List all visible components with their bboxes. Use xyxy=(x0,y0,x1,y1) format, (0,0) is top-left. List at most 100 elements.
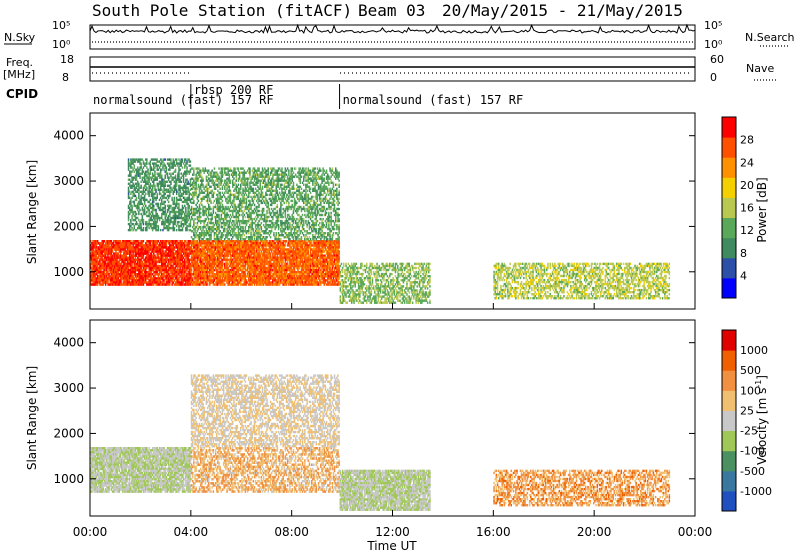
data-cell xyxy=(291,252,293,255)
data-cell xyxy=(184,196,186,200)
data-cell xyxy=(307,256,309,259)
data-cell xyxy=(208,240,210,243)
data-cell xyxy=(148,176,150,179)
data-cell xyxy=(115,244,117,247)
data-cell xyxy=(157,202,160,206)
data-cell xyxy=(308,244,311,247)
data-cell xyxy=(213,248,216,251)
data-cell xyxy=(179,186,181,189)
data-cell xyxy=(251,281,253,284)
data-cell xyxy=(118,279,121,282)
data-cell xyxy=(163,182,165,185)
data-cell xyxy=(192,258,194,262)
data-cell xyxy=(94,250,97,253)
data-cell xyxy=(131,196,133,200)
data-cell xyxy=(159,184,162,187)
data-cell xyxy=(300,271,303,274)
data-cell xyxy=(158,283,161,286)
data-cell xyxy=(249,281,251,284)
data-cell xyxy=(306,273,308,276)
data-cell xyxy=(157,184,160,187)
data-cell xyxy=(200,250,202,253)
data-cell xyxy=(147,172,149,175)
data-cell xyxy=(161,216,163,220)
data-cell xyxy=(185,240,187,243)
data-cell xyxy=(187,210,189,214)
data-cell xyxy=(155,264,157,268)
data-cell xyxy=(110,242,113,245)
data-cell xyxy=(134,240,137,243)
data-cell xyxy=(186,202,188,206)
data-cell xyxy=(264,266,266,270)
data-cell xyxy=(292,271,295,274)
data-cell xyxy=(164,170,166,173)
data-cell xyxy=(156,158,158,161)
data-cell xyxy=(132,222,134,226)
data-cell xyxy=(311,260,313,264)
data-cell xyxy=(294,281,297,284)
data-cell xyxy=(244,258,247,262)
data-cell xyxy=(174,180,177,183)
data-cell xyxy=(164,266,166,270)
data-cell xyxy=(274,260,276,264)
data-cell xyxy=(290,260,292,264)
data-cell xyxy=(147,176,149,179)
data-cell xyxy=(167,252,170,255)
data-cell xyxy=(123,279,125,282)
data-cell xyxy=(198,246,201,249)
data-cell xyxy=(135,246,138,249)
data-cell xyxy=(262,281,265,284)
data-cell xyxy=(234,248,236,251)
data-cell xyxy=(142,240,145,243)
data-cell xyxy=(156,260,158,264)
data-cell xyxy=(90,254,92,257)
data-cell xyxy=(228,264,231,268)
data-cell xyxy=(227,242,229,245)
data-cell xyxy=(293,271,296,274)
data-cell xyxy=(204,271,207,274)
data-cell xyxy=(236,256,239,259)
data-cell xyxy=(184,268,186,272)
data-cell xyxy=(133,194,135,198)
data-cell xyxy=(236,252,239,255)
data-cell xyxy=(304,283,306,286)
data-cell xyxy=(146,264,148,268)
data-cell xyxy=(140,273,142,276)
data-cell xyxy=(182,178,185,181)
data-cell xyxy=(216,250,218,253)
data-cell xyxy=(173,214,176,218)
data-cell xyxy=(129,222,131,226)
data-cell xyxy=(170,271,172,274)
data-cell xyxy=(172,200,174,204)
data-cell xyxy=(140,252,142,255)
data-cell xyxy=(182,262,185,266)
data-cell xyxy=(189,200,192,204)
data-cell xyxy=(301,240,304,243)
data-cell xyxy=(149,268,152,272)
data-cell xyxy=(182,275,185,278)
data-cell xyxy=(116,256,118,259)
data-cell xyxy=(306,277,308,280)
data-cell xyxy=(256,264,258,268)
data-cell xyxy=(134,250,137,253)
data-cell xyxy=(243,279,245,282)
data-cell xyxy=(244,266,247,270)
data-cell xyxy=(96,271,99,274)
data-cell xyxy=(109,260,111,264)
data-cell xyxy=(143,275,146,278)
data-cell xyxy=(122,258,124,262)
data-cell xyxy=(305,244,307,247)
data-cell xyxy=(214,275,217,278)
data-cell xyxy=(186,170,188,173)
data-cell xyxy=(167,216,170,220)
data-cell xyxy=(254,279,257,282)
data-cell xyxy=(259,264,261,268)
data-cell xyxy=(156,271,158,274)
data-cell xyxy=(95,277,98,280)
data-cell xyxy=(190,242,193,245)
data-cell xyxy=(196,240,199,243)
data-cell xyxy=(289,262,291,266)
data-cell xyxy=(178,260,180,264)
data-cell xyxy=(188,164,190,167)
data-cell xyxy=(232,268,234,272)
